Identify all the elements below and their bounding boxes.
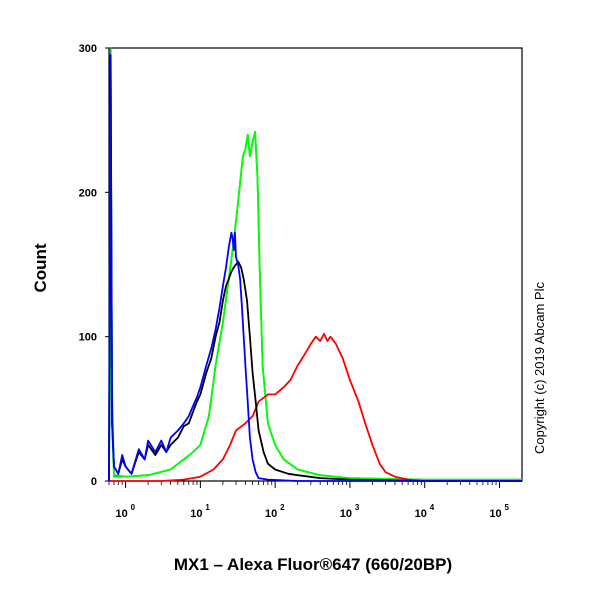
y-tick-label: 0: [91, 476, 97, 488]
series-line-1: [108, 130, 522, 481]
x-tick-exponent: 1: [205, 503, 210, 512]
x-tick-label: 10: [489, 508, 501, 520]
x-tick-exponent: 4: [430, 503, 435, 512]
x-tick-exponent: 3: [355, 503, 360, 512]
x-tick-exponent: 0: [131, 503, 136, 512]
x-tick-label: 10: [340, 508, 352, 520]
y-tick-label: 100: [79, 332, 97, 344]
x-tick-label: 10: [190, 508, 202, 520]
y-axis-label: Count: [31, 243, 50, 292]
y-tick-label: 300: [79, 43, 97, 55]
x-tick-exponent: 2: [280, 503, 285, 512]
x-tick-exponent: 5: [504, 503, 509, 512]
series-line-0: [108, 47, 522, 481]
x-axis-label: MX1 – Alexa Fluor®647 (660/20BP): [174, 555, 452, 574]
y-tick-label: 200: [79, 187, 97, 199]
x-tick-label: 10: [115, 508, 127, 520]
plot-frame: [108, 47, 523, 482]
x-tick-label: 10: [265, 508, 277, 520]
series-group: [108, 47, 522, 482]
series-line-4: [108, 54, 522, 482]
x-tick-label: 10: [415, 508, 427, 520]
series-line-3: [108, 54, 522, 482]
series-line-2: [109, 332, 522, 482]
copyright-annotation: Copyright (c) 2019 Abcam Plc: [532, 282, 547, 454]
